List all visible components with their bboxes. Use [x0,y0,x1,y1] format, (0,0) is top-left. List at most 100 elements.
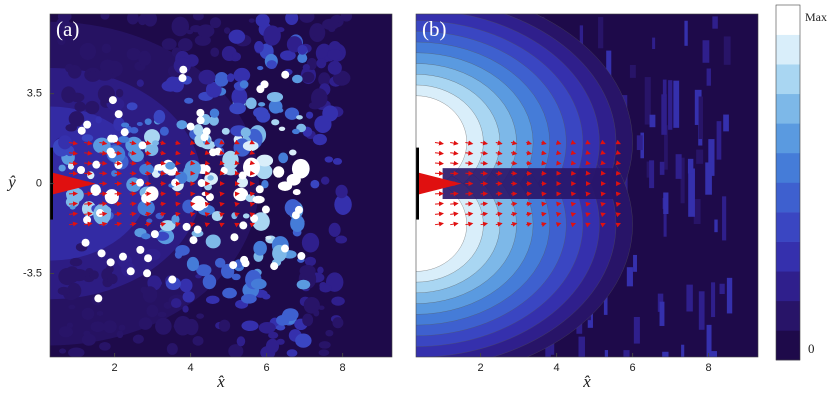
field-blob [175,251,183,259]
y-tick-label: -3.5 [23,267,42,279]
field-blob [295,206,303,214]
field-blob [302,233,319,253]
field-blob [176,120,187,129]
field-streak [630,65,636,78]
x-tick-label: 4 [554,362,560,374]
field-blob [151,230,159,238]
field-blob [133,335,144,344]
field-blob [197,116,205,124]
velocity-arrow [251,163,254,164]
field-blob [83,121,91,129]
field-blob [210,108,219,117]
field-blob [229,261,237,269]
velocity-arrow [465,204,472,205]
velocity-arrow [602,163,605,164]
field-blob [331,297,345,306]
field-blob [179,66,187,74]
velocity-arrow [206,204,209,205]
velocity-arrow [526,204,531,205]
velocity-arrow [236,204,239,205]
field-blob [154,110,166,124]
field-blob [302,314,313,327]
field-blob [325,330,333,337]
field-blob [295,333,311,347]
field-blob [138,15,147,25]
velocity-arrow [481,163,487,164]
colorbar-band [776,153,800,183]
velocity-arrow [450,204,457,205]
field-blob [241,321,258,331]
colorbar-band [776,123,800,153]
field-blob [107,258,115,266]
field-streak [663,192,668,214]
field-blob [187,123,195,131]
field-blob [276,315,289,326]
colorbar-label: Max [805,10,827,24]
field-streak [696,150,703,164]
field-blob [239,171,247,179]
field-blob [171,179,179,187]
velocity-arrow [450,163,457,164]
field-blob [222,288,237,299]
field-streak [605,350,608,382]
velocity-arrow [115,163,121,164]
field-blob [316,58,326,68]
field-blob [239,221,247,229]
wall [415,148,419,220]
field-blob [327,49,343,60]
velocity-arrow [160,163,165,164]
field-blob [277,108,284,113]
field-blob [117,330,124,338]
field-blob [232,53,238,60]
field-blob [189,236,197,244]
x-axis-label: x̂ [216,372,225,391]
colorbar-label: 0 [808,341,815,356]
field-blob [249,18,255,22]
field-streak [711,282,715,317]
field-streak [663,80,667,98]
field-blob [237,336,246,346]
field-streak [723,115,729,132]
field-streak [660,302,665,326]
field-blob [273,166,284,177]
field-blob [100,11,109,19]
field-blob [59,165,66,172]
velocity-arrow [465,163,472,164]
velocity-arrow [99,204,106,205]
colorbar-band [776,301,800,331]
field-blob [229,30,246,44]
field-blob [107,135,115,143]
field-blob [167,343,178,355]
velocity-arrow [69,204,77,205]
field-blob [108,150,116,158]
field-blob [68,305,75,310]
field-blob [318,349,329,356]
field-blob [138,51,151,66]
velocity-arrow [191,204,195,205]
colorbar-band [776,35,800,65]
field-blob [171,298,182,308]
velocity-arrow [145,163,150,164]
field-blob [70,93,84,102]
field-blob [146,305,158,318]
field-blob [74,102,85,112]
velocity-arrow [617,204,620,205]
x-tick-label: 2 [112,362,118,374]
field-blob [243,141,259,151]
field-blob [121,123,129,128]
field-blob [292,75,303,83]
field-blob [102,44,112,54]
field-blob [96,70,112,81]
velocity-arrow [130,163,136,164]
field-blob [219,320,230,332]
field-blob [155,318,172,335]
field-blob [332,317,343,328]
field-streak [688,159,693,174]
velocity-arrow [557,204,561,205]
velocity-arrow [160,204,165,205]
field-blob [328,61,342,75]
field-blob [193,12,204,21]
field-streak [637,135,643,150]
field-blob [103,320,117,333]
